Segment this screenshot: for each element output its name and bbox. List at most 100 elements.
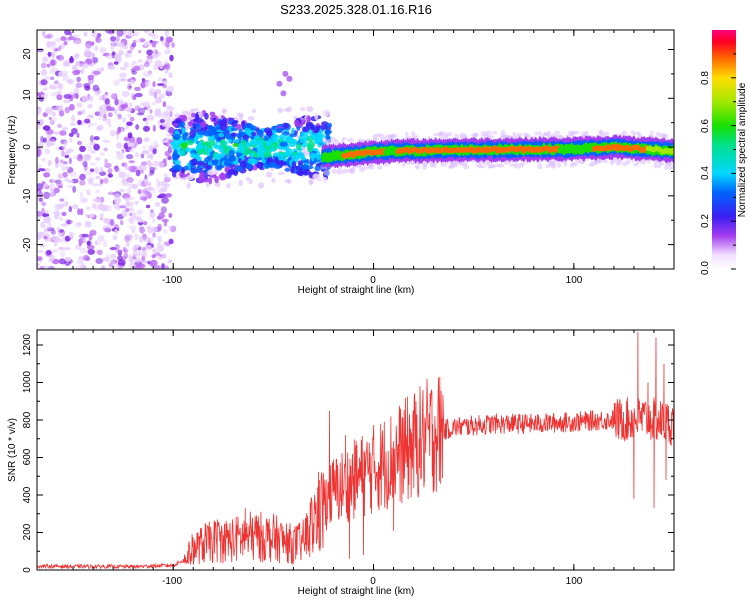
spectrogram-noise-blob (167, 38, 172, 44)
spectrogram-ridge-halo (331, 169, 339, 174)
spectrogram-noise-blob (96, 125, 102, 132)
spectrogram-cluster-blob (197, 130, 206, 136)
colorbar-tick-label: 0.8 (700, 71, 711, 85)
spectrogram-noise-blob (154, 112, 159, 116)
spectrogram-noise-blob (140, 102, 146, 107)
spectrogram-cluster-blob (233, 139, 240, 143)
bottom-ytick-label: 200 (22, 523, 33, 540)
spectrogram-noise-blob (120, 104, 128, 109)
spectrogram-ridge-halo (498, 163, 505, 168)
spectrogram-noise-blob (46, 227, 55, 232)
spectrogram-ridge-halo (390, 133, 398, 138)
spectrogram-ridge-halo (347, 138, 355, 143)
spectrogram-cluster-blob (305, 165, 314, 170)
spectrogram-ridge-halo (543, 132, 550, 137)
spectrogram-noise-blob (74, 54, 79, 59)
spectrogram-noise-blob (82, 254, 90, 261)
spectrogram-ridge-halo (554, 130, 561, 134)
spectrogram-noise-blob (139, 226, 146, 234)
spectrogram-noise-blob (37, 92, 41, 97)
colorbar-ticks (731, 53, 736, 270)
spectrogram-noise-blob (74, 69, 82, 74)
spectrogram-noise-blob (89, 229, 97, 236)
spectrogram-noise-blob (162, 229, 168, 234)
spectrogram-noise-blob (148, 173, 153, 177)
spectrogram-noise-blob (79, 208, 84, 216)
spectrogram-noise-blob (152, 81, 156, 88)
spectrogram-cluster-blob (260, 145, 265, 150)
spectrogram-noise-blob (87, 94, 94, 102)
spectrogram-cluster-blob (216, 124, 221, 131)
spectrogram-noise-blob (64, 151, 70, 155)
spectrogram-cluster-blob (206, 155, 214, 161)
spectrogram-ridge-halo (605, 131, 610, 136)
spectrogram-ridge-halo (516, 132, 522, 138)
spectrogram-noise-blob (144, 79, 151, 88)
spectrogram-noise-blob (54, 179, 62, 184)
spectrogram-noise-blob (157, 195, 163, 199)
spectrogram-cluster-blob (271, 141, 279, 148)
spectrogram-noise-blob (88, 51, 95, 58)
spectrogram-noise-blob (186, 182, 191, 189)
spectrogram-cluster-blob (207, 169, 216, 176)
spectrogram-ridge-halo (552, 162, 557, 169)
spectrogram-noise-blob (127, 30, 136, 37)
spectrogram-noise-blob (68, 157, 72, 165)
top-ylabel: Frequency (Hz) (7, 116, 18, 185)
spectrogram-noise-blob (68, 231, 74, 239)
spectrogram-noise-blob (150, 209, 154, 213)
spectrogram-ridge-halo (473, 132, 479, 137)
spectrogram-noise-blob (89, 135, 94, 143)
spectrogram-noise-blob (99, 213, 104, 218)
spectrogram-noise-blob (128, 160, 136, 164)
spectrogram-noise-blob (99, 217, 103, 221)
spectrogram-noise-blob (50, 92, 59, 97)
spectrogram-noise-blob (133, 65, 141, 72)
spectrogram-cluster-blob (268, 161, 274, 168)
spectrogram-noise-blob (156, 180, 161, 189)
spectrogram-noise-blob (43, 236, 48, 240)
spectrogram-noise-blob (105, 53, 114, 60)
spectrogram-ridge-halo (410, 131, 416, 138)
spectrogram-cluster-blob (174, 130, 180, 135)
spectrogram-noise-blob (154, 60, 163, 68)
spectrogram-noise-blob (37, 262, 40, 267)
spectrogram-noise-blob (59, 198, 65, 202)
spectrogram-noise-blob (226, 183, 231, 189)
spectrogram-noise-blob (93, 136, 100, 141)
spectrogram-noise-blob (186, 116, 193, 121)
spectrogram-noise-blob (86, 206, 91, 211)
spectrogram-ridge-halo (603, 159, 608, 164)
spectrogram-noise-blob (82, 237, 87, 244)
spectrogram-cluster-blob (186, 139, 194, 146)
spectrogram-cluster-blob (278, 160, 285, 167)
spectrogram-cluster-blob (187, 121, 192, 126)
spectrogram-cluster-blob (292, 151, 298, 156)
spectrogram-ridge-halo (488, 135, 495, 139)
spectrogram-frame (36, 29, 675, 270)
spectrogram-noise-blob (103, 217, 110, 224)
spectrogram-cluster-blob (174, 164, 183, 171)
top-xtick-label: -100 (162, 275, 182, 286)
spectrogram-noise-blob (74, 40, 78, 45)
spectrogram-cluster-blob (256, 150, 263, 157)
spectrogram-noise-blob (162, 158, 167, 164)
spectrogram-ridge-halo (584, 130, 589, 134)
spectrogram-noise-blob (113, 61, 119, 65)
spectrogram-ridge-halo (571, 162, 579, 167)
spectrogram-noise-blob (79, 192, 84, 198)
spectrogram-noise-blob (140, 153, 145, 159)
spectrogram-noise-blob (80, 68, 85, 75)
spectrogram-cluster-blob (266, 131, 273, 137)
spectrogram-cluster-blob (291, 155, 298, 160)
spectrogram-noise-blob (151, 101, 157, 106)
spectrogram-noise-blob (132, 250, 138, 258)
spectrogram-noise-blob (171, 42, 175, 48)
spectrogram-noise-blob (74, 244, 81, 250)
spectrogram-noise-blob (166, 133, 172, 137)
spectrogram-noise-blob (43, 183, 49, 188)
spectrogram-cluster-blob (310, 125, 316, 131)
spectrogram-noise-blob (37, 147, 41, 155)
spectrogram-noise-blob (81, 109, 86, 115)
spectrogram-ticks (37, 30, 675, 269)
